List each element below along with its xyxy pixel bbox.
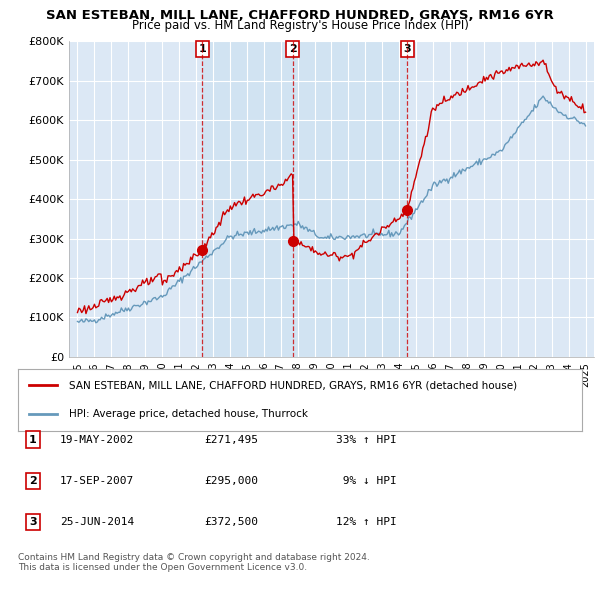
Text: 25-JUN-2014: 25-JUN-2014: [60, 517, 134, 527]
Text: 9% ↓ HPI: 9% ↓ HPI: [336, 476, 397, 486]
Text: 1: 1: [199, 44, 206, 54]
Bar: [202, 41, 293, 357]
Text: HPI: Average price, detached house, Thurrock: HPI: Average price, detached house, Thur…: [69, 409, 308, 419]
Text: 12% ↑ HPI: 12% ↑ HPI: [336, 517, 397, 527]
Text: 17-SEP-2007: 17-SEP-2007: [60, 476, 134, 486]
Text: 2: 2: [289, 44, 296, 54]
Text: £295,000: £295,000: [204, 476, 258, 486]
Bar: [293, 41, 407, 357]
Text: £271,495: £271,495: [204, 435, 258, 444]
Text: 3: 3: [29, 517, 37, 527]
Text: £372,500: £372,500: [204, 517, 258, 527]
Text: 33% ↑ HPI: 33% ↑ HPI: [336, 435, 397, 444]
Text: SAN ESTEBAN, MILL LANE, CHAFFORD HUNDRED, GRAYS, RM16 6YR: SAN ESTEBAN, MILL LANE, CHAFFORD HUNDRED…: [46, 9, 554, 22]
Text: 2: 2: [29, 476, 37, 486]
Text: 19-MAY-2002: 19-MAY-2002: [60, 435, 134, 444]
Text: Contains HM Land Registry data © Crown copyright and database right 2024.: Contains HM Land Registry data © Crown c…: [18, 553, 370, 562]
Text: Price paid vs. HM Land Registry's House Price Index (HPI): Price paid vs. HM Land Registry's House …: [131, 19, 469, 32]
Text: 3: 3: [404, 44, 411, 54]
Text: 1: 1: [29, 435, 37, 444]
Text: SAN ESTEBAN, MILL LANE, CHAFFORD HUNDRED, GRAYS, RM16 6YR (detached house): SAN ESTEBAN, MILL LANE, CHAFFORD HUNDRED…: [69, 381, 517, 391]
Text: This data is licensed under the Open Government Licence v3.0.: This data is licensed under the Open Gov…: [18, 563, 307, 572]
